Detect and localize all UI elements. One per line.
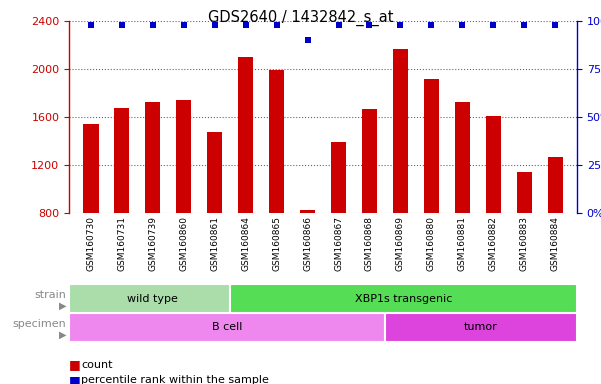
Bar [269, 70, 284, 213]
Bar [486, 116, 501, 213]
Bar [362, 109, 377, 213]
Point [241, 22, 251, 28]
Point [457, 22, 467, 28]
Point [148, 22, 157, 28]
Point [489, 22, 498, 28]
Text: ▶: ▶ [59, 330, 66, 340]
Text: tumor: tumor [464, 322, 498, 333]
Bar [114, 108, 129, 213]
Bar [145, 101, 160, 213]
Point [86, 22, 96, 28]
Bar [300, 210, 316, 213]
Point [210, 22, 219, 28]
Text: B cell: B cell [212, 322, 242, 333]
Bar [454, 101, 470, 213]
Text: GDS2640 / 1432842_s_at: GDS2640 / 1432842_s_at [208, 10, 393, 26]
Point [303, 37, 313, 43]
Bar [424, 79, 439, 213]
Text: count: count [81, 360, 112, 370]
Text: ■: ■ [69, 358, 85, 371]
Bar [230, 284, 577, 313]
Bar [548, 157, 563, 213]
Bar [83, 124, 99, 213]
Point [365, 22, 374, 28]
Point [334, 22, 343, 28]
Text: ■: ■ [69, 374, 85, 384]
Text: wild type: wild type [127, 293, 178, 304]
Text: strain: strain [34, 290, 66, 300]
Point [179, 22, 189, 28]
Bar [385, 313, 577, 342]
Point [117, 22, 127, 28]
Point [272, 22, 281, 28]
Text: specimen: specimen [13, 318, 66, 329]
Text: percentile rank within the sample: percentile rank within the sample [81, 375, 269, 384]
Text: XBP1s transgenic: XBP1s transgenic [355, 293, 452, 304]
Bar [207, 131, 222, 213]
Bar [176, 100, 192, 213]
Point [395, 22, 405, 28]
Point [519, 22, 529, 28]
Bar [69, 284, 236, 313]
Bar [69, 313, 385, 342]
Bar [392, 49, 408, 213]
Point [551, 22, 560, 28]
Bar [238, 57, 254, 213]
Text: ▶: ▶ [59, 301, 66, 311]
Bar [517, 172, 532, 213]
Point [427, 22, 436, 28]
Bar [331, 142, 346, 213]
